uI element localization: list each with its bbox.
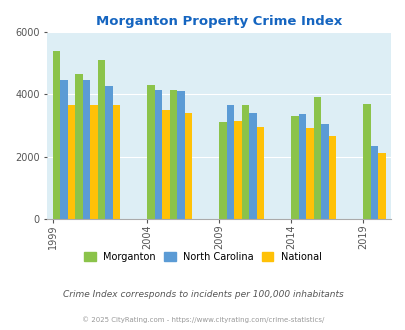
Text: Crime Index corresponds to incidents per 100,000 inhabitants: Crime Index corresponds to incidents per… — [62, 290, 343, 299]
Bar — [370, 146, 377, 219]
Bar — [53, 50, 60, 219]
Bar — [113, 105, 120, 219]
Bar — [313, 97, 320, 219]
Bar — [169, 89, 177, 219]
Bar — [90, 105, 98, 219]
Bar — [147, 85, 154, 219]
Bar — [60, 80, 68, 219]
Bar — [75, 74, 83, 219]
Bar — [154, 89, 162, 219]
Bar — [98, 60, 105, 219]
Bar — [83, 80, 90, 219]
Bar — [249, 113, 256, 219]
Legend: Morganton, North Carolina, National: Morganton, North Carolina, National — [80, 248, 325, 266]
Bar — [162, 110, 169, 219]
Bar — [226, 105, 234, 219]
Text: © 2025 CityRating.com - https://www.cityrating.com/crime-statistics/: © 2025 CityRating.com - https://www.city… — [82, 316, 323, 323]
Bar — [328, 136, 335, 219]
Bar — [256, 127, 264, 219]
Bar — [377, 153, 385, 219]
Bar — [219, 122, 226, 219]
Bar — [362, 104, 370, 219]
Bar — [320, 124, 328, 219]
Bar — [290, 116, 298, 219]
Bar — [241, 105, 249, 219]
Bar — [68, 105, 75, 219]
Bar — [234, 121, 241, 219]
Bar — [184, 113, 192, 219]
Title: Morganton Property Crime Index: Morganton Property Crime Index — [96, 15, 341, 28]
Bar — [177, 91, 184, 219]
Bar — [305, 128, 313, 219]
Bar — [298, 115, 305, 219]
Bar — [105, 86, 113, 219]
